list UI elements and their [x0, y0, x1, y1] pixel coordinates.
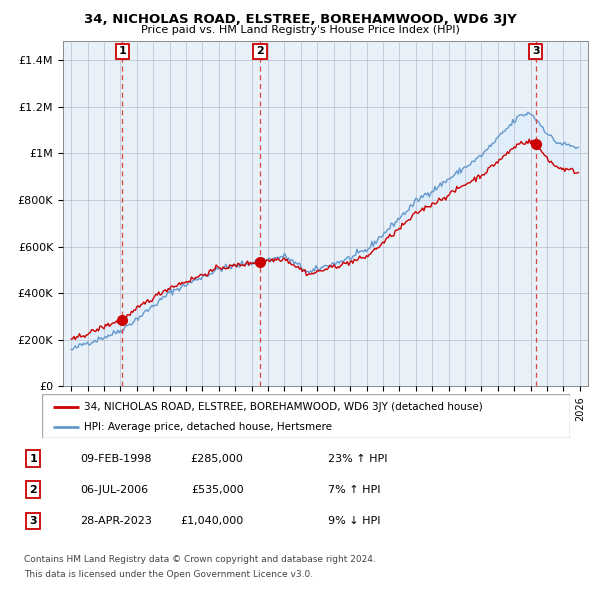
Text: 2: 2 [29, 485, 37, 494]
Text: 28-APR-2023: 28-APR-2023 [80, 516, 152, 526]
Text: £535,000: £535,000 [191, 485, 244, 494]
Text: 2: 2 [256, 47, 264, 57]
Text: 34, NICHOLAS ROAD, ELSTREE, BOREHAMWOOD, WD6 3JY (detached house): 34, NICHOLAS ROAD, ELSTREE, BOREHAMWOOD,… [84, 402, 483, 412]
Text: 7% ↑ HPI: 7% ↑ HPI [328, 485, 381, 494]
Text: £285,000: £285,000 [191, 454, 244, 464]
Text: Contains HM Land Registry data © Crown copyright and database right 2024.: Contains HM Land Registry data © Crown c… [24, 555, 376, 564]
Text: 06-JUL-2006: 06-JUL-2006 [80, 485, 148, 494]
Text: 1: 1 [29, 454, 37, 464]
Text: 34, NICHOLAS ROAD, ELSTREE, BOREHAMWOOD, WD6 3JY: 34, NICHOLAS ROAD, ELSTREE, BOREHAMWOOD,… [83, 13, 517, 26]
Text: 3: 3 [29, 516, 37, 526]
Text: This data is licensed under the Open Government Licence v3.0.: This data is licensed under the Open Gov… [24, 570, 313, 579]
Text: £1,040,000: £1,040,000 [181, 516, 244, 526]
Text: Price paid vs. HM Land Registry's House Price Index (HPI): Price paid vs. HM Land Registry's House … [140, 25, 460, 35]
Text: HPI: Average price, detached house, Hertsmere: HPI: Average price, detached house, Hert… [84, 422, 332, 432]
Text: 9% ↓ HPI: 9% ↓ HPI [328, 516, 381, 526]
Text: 23% ↑ HPI: 23% ↑ HPI [328, 454, 388, 464]
Text: 1: 1 [118, 47, 126, 57]
Text: 3: 3 [532, 47, 539, 57]
Text: 09-FEB-1998: 09-FEB-1998 [80, 454, 152, 464]
